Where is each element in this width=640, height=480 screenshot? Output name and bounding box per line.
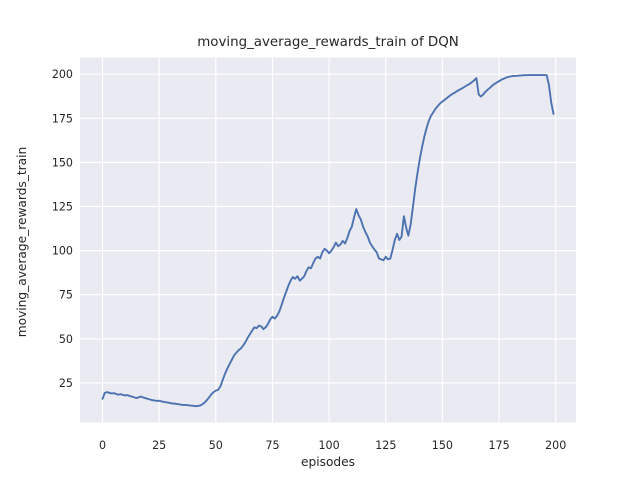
x-tick-label: 200	[545, 439, 566, 452]
y-tick-label: 150	[52, 156, 73, 169]
y-axis-label: moving_average_rewards_train	[15, 147, 29, 338]
y-tick-label: 125	[52, 201, 73, 214]
data-line-series	[101, 74, 555, 408]
y-tick-label: 200	[52, 68, 73, 81]
x-tick-label: 75	[265, 439, 279, 452]
x-tick-label: 0	[99, 439, 106, 452]
y-tick-label: 100	[52, 245, 73, 258]
x-tick-label: 50	[209, 439, 223, 452]
y-tick-label: 25	[59, 377, 73, 390]
x-tick-label: 175	[489, 439, 510, 452]
y-tick-labels: 25 50 75 100 125 150 175 200	[52, 68, 73, 390]
x-tick-label: 100	[319, 439, 340, 452]
chart-title: moving_average_rewards_train of DQN	[197, 35, 459, 50]
x-tick-labels: 0 25 50 75 100 125 150 175 200	[99, 439, 566, 452]
y-tick-label: 50	[59, 333, 73, 346]
x-tick-label: 150	[432, 439, 453, 452]
plot-background	[80, 57, 576, 423]
y-tick-label: 175	[52, 112, 73, 125]
x-tick-label: 25	[152, 439, 166, 452]
y-tick-label: 75	[59, 289, 73, 302]
x-tick-label: 125	[375, 439, 396, 452]
x-axis-label: episodes	[301, 455, 355, 469]
